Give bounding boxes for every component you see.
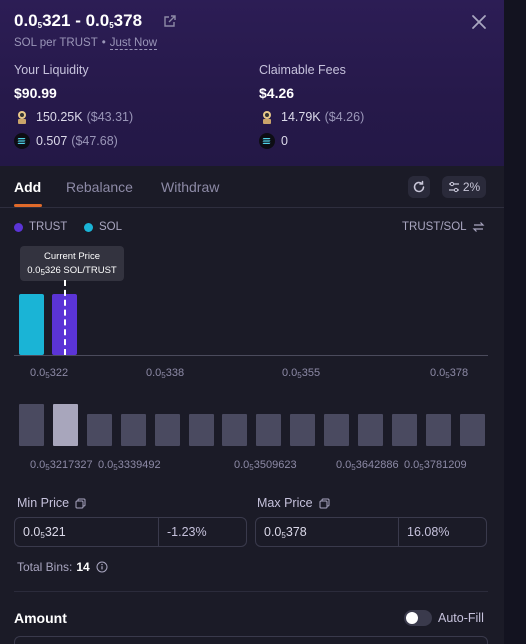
- bin-label: 0.053509623: [234, 459, 297, 472]
- bin-bar[interactable]: [425, 414, 451, 446]
- bin-bar[interactable]: [391, 414, 417, 446]
- min-price-label: Min Price: [17, 496, 86, 510]
- copy-icon[interactable]: [319, 498, 330, 509]
- current-price-line: [64, 280, 66, 355]
- total-bins: Total Bins: 14: [17, 560, 108, 574]
- max-price-percent[interactable]: 16.08%: [398, 518, 486, 546]
- tab-withdraw[interactable]: Withdraw: [161, 179, 220, 195]
- tab-rebalance[interactable]: Rebalance: [66, 179, 133, 195]
- autofill-label: Auto-Fill: [438, 611, 484, 625]
- chart-tick: 0.05355: [282, 367, 321, 380]
- section-divider: [14, 591, 488, 592]
- bin-selector: [0, 404, 504, 448]
- fees-summary: Claimable Fees $4.26 14.79K ($4.26) 0: [259, 63, 364, 149]
- liquidity-summary: Your Liquidity $90.99 150.25K ($43.31) 0.…: [14, 63, 133, 149]
- sol-swatch: [84, 222, 93, 232]
- bin-bar[interactable]: [290, 414, 316, 446]
- chart-tick: 0.05322: [30, 367, 69, 380]
- fees-label: Claimable Fees: [259, 63, 346, 77]
- bin-bar[interactable]: [120, 414, 146, 446]
- active-tab-indicator: [14, 204, 42, 207]
- max-price-input[interactable]: 0.05378: [264, 525, 307, 540]
- sol-token-icon: [14, 133, 30, 149]
- bin-bar[interactable]: [459, 414, 485, 446]
- min-price-field: 0.05321 -1.23%: [14, 517, 247, 547]
- slippage-button[interactable]: 2%: [442, 176, 486, 198]
- chart-tick: 0.05378: [430, 367, 469, 380]
- bin-bar[interactable]: [19, 404, 44, 446]
- bin-label: 0.053339492: [98, 459, 161, 472]
- action-tabs: Add Rebalance Withdraw: [0, 166, 504, 208]
- sol-liquidity-bar: [19, 294, 44, 355]
- external-link-icon[interactable]: [163, 14, 177, 28]
- swap-icon: [472, 222, 484, 232]
- current-price-tooltip: Current Price 0.05326 SOL/TRUST: [20, 246, 124, 281]
- bin-bar[interactable]: [256, 414, 282, 446]
- autofill-toggle[interactable]: [404, 610, 432, 626]
- fees-total: $4.26: [259, 85, 295, 101]
- copy-icon[interactable]: [75, 498, 86, 509]
- amount-heading: Amount: [14, 610, 67, 626]
- bin-bar[interactable]: [86, 414, 112, 446]
- refresh-icon[interactable]: [408, 176, 430, 198]
- liquidity-trust-row: 150.25K ($43.31): [14, 109, 133, 125]
- liquidity-sol-row: 0.507 ($47.68): [14, 133, 133, 149]
- tab-add[interactable]: Add: [14, 179, 42, 195]
- bin-bar[interactable]: [358, 414, 383, 446]
- bin-bar[interactable]: [222, 414, 248, 446]
- chart-tick: 0.05338: [146, 367, 185, 380]
- min-price-input[interactable]: 0.05321: [23, 525, 66, 540]
- chart-baseline: [14, 355, 488, 356]
- bin-bar[interactable]: [52, 404, 78, 446]
- liquidity-total: $90.99: [14, 85, 57, 101]
- close-icon[interactable]: [468, 11, 490, 33]
- sliders-icon: [448, 181, 459, 193]
- liquidity-label: Your Liquidity: [14, 63, 89, 77]
- bin-bar[interactable]: [188, 414, 214, 446]
- total-bins-value: 14: [76, 560, 90, 574]
- price-unit: SOL per TRUST • Just Now: [14, 37, 158, 50]
- fees-trust-row: 14.79K ($4.26): [259, 109, 364, 125]
- price-range-title: 0.05321 - 0.05378: [14, 11, 143, 30]
- bin-bar[interactable]: [324, 414, 350, 446]
- pair-toggle[interactable]: TRUST/SOL: [402, 221, 485, 233]
- position-panel: 0.05321 - 0.05378 SOL per TRUST • Just Now…: [0, 0, 504, 644]
- sol-token-icon: [259, 133, 275, 149]
- bin-label: 0.053642886: [336, 459, 399, 472]
- liquidity-chart: [14, 280, 488, 360]
- last-updated: Just Now: [109, 37, 158, 50]
- legend-trust: TRUST: [14, 221, 67, 233]
- min-price-percent[interactable]: -1.23%: [158, 518, 246, 546]
- max-price-field: 0.05378 16.08%: [255, 517, 487, 547]
- max-price-label: Max Price: [257, 496, 330, 510]
- bin-label: 0.053217327: [30, 459, 93, 472]
- position-header: 0.05321 - 0.05378 SOL per TRUST • Just Now…: [0, 0, 504, 166]
- scrollbar[interactable]: [504, 0, 526, 644]
- trust-token-icon: [18, 111, 26, 124]
- amount-input[interactable]: [14, 636, 488, 644]
- trust-swatch: [14, 222, 23, 232]
- bin-bar[interactable]: [154, 414, 180, 446]
- trust-token-icon: [263, 111, 271, 124]
- bin-label: 0.053781209: [404, 459, 467, 472]
- info-icon[interactable]: [96, 561, 108, 573]
- legend-sol: SOL: [84, 221, 122, 233]
- toggle-knob: [406, 612, 418, 624]
- fees-sol-row: 0: [259, 133, 364, 149]
